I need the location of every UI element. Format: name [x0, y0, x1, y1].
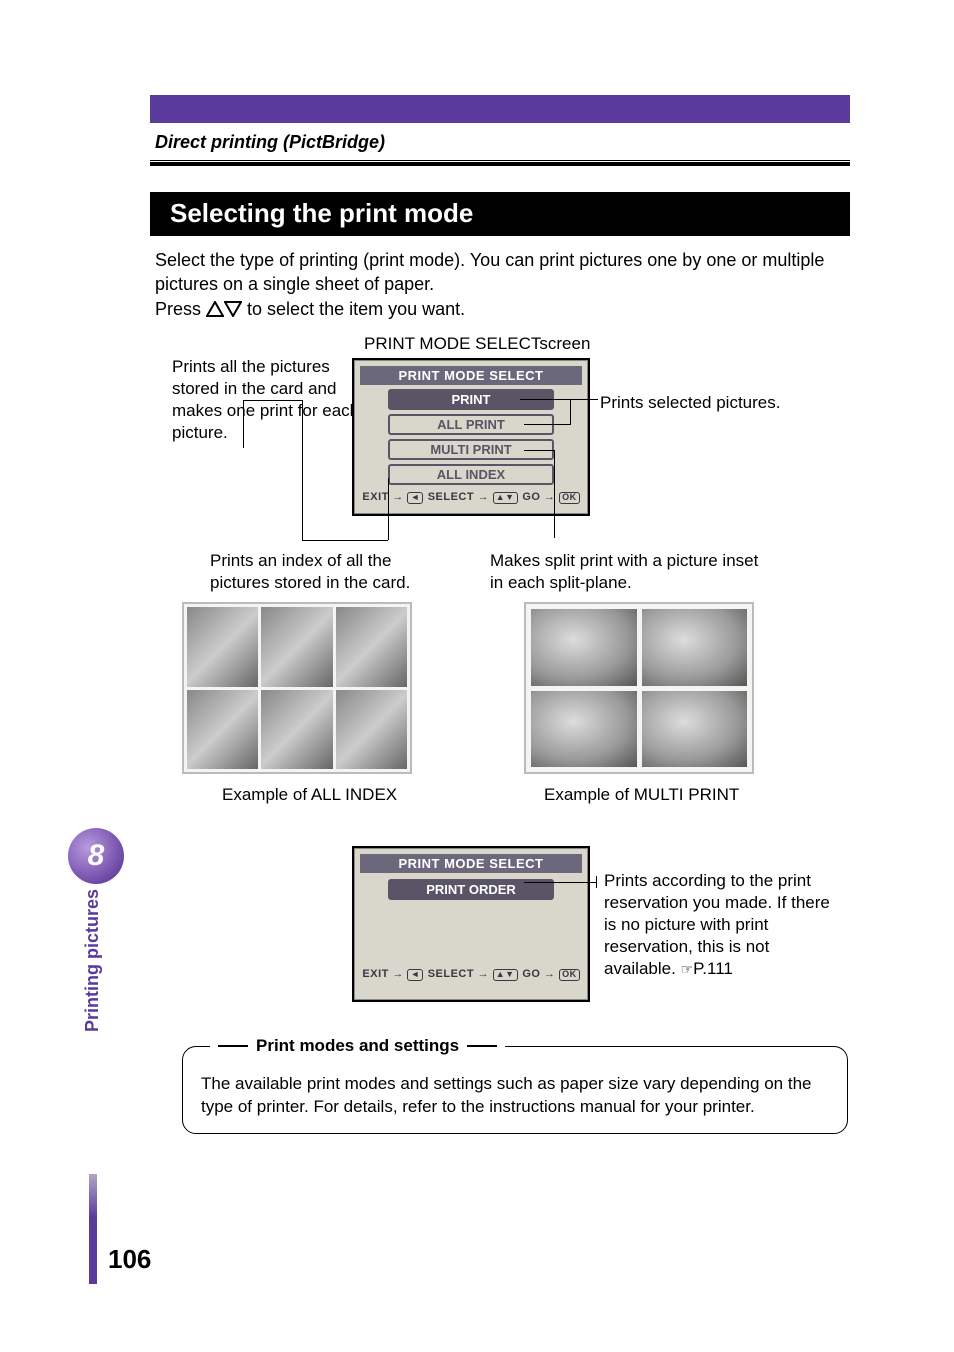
- line: [596, 876, 597, 888]
- example-multiprint-label: Example of MULTI PRINT: [544, 784, 739, 806]
- down-arrow-icon: [224, 298, 242, 325]
- note-body: The available print modes and settings s…: [201, 1073, 829, 1119]
- lcd1-footer: EXIT → ◄ SELECT → ▲▼ GO → OK: [360, 491, 582, 504]
- line: [524, 882, 596, 883]
- lcd2-title: PRINT MODE SELECT: [360, 854, 582, 873]
- intro-line1: Select the type of printing (print mode)…: [155, 250, 824, 294]
- breadcrumb-subtitle: Direct printing (PictBridge): [155, 132, 385, 153]
- lcd1-title: PRINT MODE SELECT: [360, 366, 582, 385]
- lcd1-ok: OK: [559, 492, 580, 504]
- page-reference: P.111: [693, 959, 733, 978]
- lcd2-exit: EXIT: [362, 968, 388, 980]
- lcd1-item-allindex: ALL INDEX: [388, 464, 554, 485]
- callout-print: Prints selected pictures.: [600, 392, 820, 414]
- lcd2-select: SELECT: [428, 968, 474, 980]
- intro-paragraph: Select the type of printing (print mode)…: [155, 248, 849, 325]
- page-accent-bar: [89, 1174, 97, 1284]
- lcd1-exit: EXIT: [362, 491, 388, 503]
- chapter-badge: 8: [68, 828, 124, 884]
- section-header: Selecting the print mode: [150, 192, 850, 236]
- line: [243, 400, 303, 401]
- callout-multiprint: Makes split print with a picture inset i…: [490, 550, 770, 594]
- example-multiprint-image: [524, 602, 754, 774]
- note-line-right: [467, 1045, 497, 1047]
- lcd2-ok: OK: [559, 969, 580, 981]
- line: [524, 424, 570, 425]
- chapter-label: Printing pictures: [82, 889, 103, 1032]
- line: [554, 450, 555, 538]
- line: [302, 400, 303, 540]
- up-arrow-icon: [206, 298, 224, 325]
- line: [570, 399, 571, 425]
- lcd1-go: GO: [522, 491, 540, 503]
- lcd1-select: SELECT: [428, 491, 474, 503]
- line: [388, 478, 389, 540]
- divider: [150, 160, 850, 166]
- note-box: The available print modes and settings s…: [182, 1046, 848, 1134]
- line: [580, 399, 598, 400]
- lcd-screen-2: PRINT MODE SELECT PRINT ORDER EXIT → ◄ S…: [352, 846, 590, 1002]
- note-line-left: [218, 1045, 248, 1047]
- page-number: 106: [108, 1244, 151, 1275]
- note-title-wrap: Print modes and settings: [210, 1036, 505, 1056]
- example-allindex-image: [182, 602, 412, 774]
- top-accent-bar: [150, 95, 850, 123]
- line: [243, 400, 244, 448]
- intro-line2-prefix: Press: [155, 299, 206, 319]
- lcd2-go: GO: [522, 968, 540, 980]
- example-allindex-label: Example of ALL INDEX: [222, 784, 397, 806]
- note-title: Print modes and settings: [256, 1036, 459, 1056]
- line: [520, 399, 580, 400]
- line: [524, 450, 554, 451]
- section-title: Selecting the print mode: [170, 198, 473, 229]
- intro-line2-suffix: to select the item you want.: [247, 299, 465, 319]
- line: [302, 540, 388, 541]
- callout-printorder: Prints according to the print reservatio…: [604, 870, 840, 980]
- lcd2-footer: EXIT → ◄ SELECT → ▲▼ GO → OK: [360, 968, 582, 981]
- screen1-caption: PRINT MODE SELECTscreen: [364, 334, 590, 354]
- hand-icon: ☞: [681, 961, 694, 977]
- callout-allindex: Prints an index of all the pictures stor…: [210, 550, 440, 594]
